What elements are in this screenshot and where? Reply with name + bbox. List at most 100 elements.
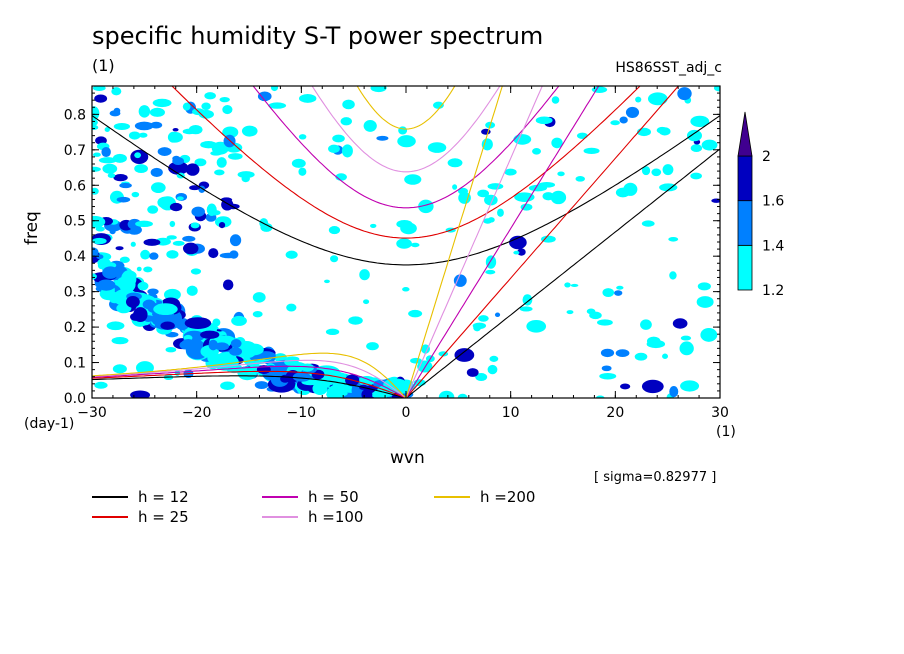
power-cell xyxy=(484,194,498,206)
power-cell xyxy=(359,269,370,281)
power-cell xyxy=(634,352,648,361)
x-tick-label: 0 xyxy=(402,405,411,421)
dispersion-curve-h200-rossby xyxy=(92,352,407,398)
power-cell xyxy=(219,96,230,103)
power-cell xyxy=(104,127,110,133)
legend-label: h = 50 xyxy=(308,488,359,506)
power-cell xyxy=(659,183,678,192)
power-cell xyxy=(477,189,490,198)
power-cell xyxy=(92,187,99,195)
power-cell xyxy=(237,171,255,179)
power-cell xyxy=(94,381,108,389)
power-cell xyxy=(208,248,219,259)
power-cell xyxy=(680,380,700,392)
dispersion-curve-h200-inertia-gravity xyxy=(356,86,456,130)
power-cell xyxy=(216,157,227,168)
power-cell xyxy=(614,290,623,296)
power-cell xyxy=(133,307,148,323)
power-cell xyxy=(140,249,151,260)
power-cell xyxy=(514,192,535,202)
power-cell xyxy=(397,135,416,148)
power-cell xyxy=(111,87,122,96)
power-cell xyxy=(438,390,455,398)
power-cell xyxy=(597,319,613,326)
power-cell xyxy=(298,167,307,176)
power-cell xyxy=(513,250,520,255)
plot-area xyxy=(92,86,720,398)
legend-swatch xyxy=(92,516,128,518)
power-cell xyxy=(130,390,151,398)
power-cell xyxy=(160,321,175,330)
power-cell xyxy=(601,365,612,372)
power-cell xyxy=(509,235,527,250)
power-cell xyxy=(669,385,679,398)
dispersion-curve-h100-kelvin xyxy=(405,86,543,398)
power-cell xyxy=(615,349,630,358)
power-cell xyxy=(679,341,694,356)
power-cell xyxy=(166,250,179,259)
power-cell xyxy=(111,337,129,345)
power-cell xyxy=(487,183,504,190)
power-cell xyxy=(551,96,560,104)
power-cell xyxy=(102,266,119,279)
power-cell xyxy=(286,303,297,312)
power-cell xyxy=(172,240,185,246)
power-cell xyxy=(566,310,574,315)
power-cell xyxy=(291,158,306,168)
power-cell xyxy=(182,128,197,135)
power-cell xyxy=(150,182,166,194)
power-cell xyxy=(218,221,226,229)
power-cell xyxy=(697,282,711,291)
power-cell xyxy=(190,268,202,275)
power-cell xyxy=(457,187,469,195)
power-cell xyxy=(92,166,101,172)
power-cell xyxy=(169,220,176,228)
power-cell xyxy=(550,190,567,205)
dispersion-curve-h100-inertia-gravity xyxy=(311,86,501,173)
power-cell xyxy=(620,383,631,390)
power-cell xyxy=(241,125,258,137)
power-cell xyxy=(599,372,617,380)
power-cell xyxy=(153,303,178,316)
power-cell xyxy=(701,139,718,151)
power-cell xyxy=(575,175,585,182)
power-cell xyxy=(93,152,101,157)
power-cell xyxy=(662,353,669,359)
power-cell xyxy=(147,288,159,295)
dispersion-curve-h100-rossby xyxy=(92,359,407,398)
colorbar-label: 2 xyxy=(762,149,771,165)
power-cell xyxy=(410,242,420,248)
power-cell xyxy=(230,338,242,349)
power-cell xyxy=(136,266,142,272)
power-cell xyxy=(483,218,493,224)
power-cell xyxy=(690,115,710,128)
power-cell xyxy=(398,126,408,135)
power-cell xyxy=(201,102,211,111)
power-cell xyxy=(101,146,111,158)
power-cell xyxy=(237,366,257,381)
power-cell xyxy=(338,390,348,397)
y-tick-label: 0.2 xyxy=(64,320,86,336)
y-tick-label: 0.8 xyxy=(64,107,86,123)
power-cell xyxy=(107,173,116,178)
power-cell xyxy=(328,226,341,235)
y-tick-label: 0.0 xyxy=(64,391,86,407)
power-cell xyxy=(268,102,287,109)
legend-label: h =200 xyxy=(480,488,536,506)
power-cell xyxy=(94,94,108,103)
power-cell xyxy=(341,144,353,158)
power-cell xyxy=(219,252,238,259)
power-cell xyxy=(473,324,482,332)
run-name: HS86SST_adj_c xyxy=(615,60,722,76)
power-cell xyxy=(166,235,177,240)
dispersion-curve-h200-kelvin xyxy=(405,86,503,398)
power-cell xyxy=(625,106,640,118)
power-cell xyxy=(130,241,136,247)
power-cell xyxy=(489,355,499,362)
x-axis-unit: (1) xyxy=(716,424,736,440)
power-cell xyxy=(102,163,118,174)
power-cell xyxy=(519,306,533,312)
power-cell xyxy=(404,174,422,185)
power-cell xyxy=(432,101,444,109)
